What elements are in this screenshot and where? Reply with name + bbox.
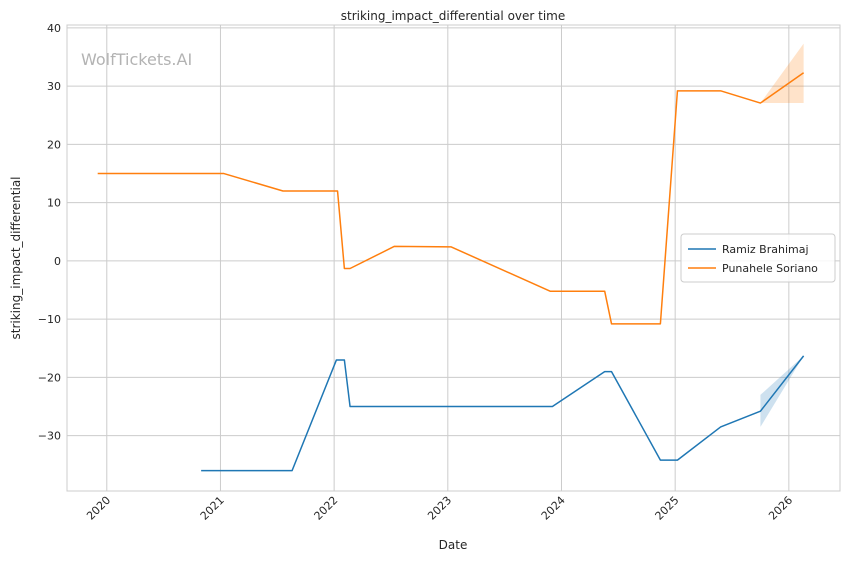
- legend-label-ramiz-brahimaj: Ramiz Brahimaj: [722, 243, 809, 256]
- x-tick-label: 2023: [425, 494, 454, 523]
- legend: Ramiz Brahimaj Punahele Soriano: [680, 233, 836, 283]
- x-axis-title: Date: [439, 538, 468, 552]
- watermark: WolfTickets.AI: [81, 50, 192, 69]
- y-tick-label: 10: [47, 197, 61, 210]
- y-axis-ticks: −30 −20 −10 0 10 20 30 40: [38, 22, 61, 443]
- legend-label-punahele-soriano: Punahele Soriano: [722, 262, 818, 275]
- y-axis-title: striking_impact_differential: [9, 176, 23, 339]
- confidence-bands: [760, 43, 804, 427]
- x-tick-label: 2026: [766, 494, 795, 523]
- x-tick-label: 2025: [653, 494, 682, 523]
- confidence-band-punahele-soriano: [760, 43, 804, 104]
- y-tick-label: −10: [38, 313, 61, 326]
- y-tick-label: 40: [47, 22, 61, 35]
- series-line-punahele-soriano: [97, 72, 805, 325]
- y-tick-label: 20: [47, 138, 61, 151]
- x-tick-label: 2024: [539, 494, 568, 523]
- x-axis-ticks: 2020 2021 2022 2023 2024 2025 2026: [84, 494, 795, 523]
- x-tick-label: 2021: [198, 494, 227, 523]
- legend-box: [680, 233, 836, 283]
- series-line-ramiz-brahimaj: [201, 355, 805, 472]
- y-tick-label: 30: [47, 80, 61, 93]
- y-tick-label: −20: [38, 371, 61, 384]
- grid-lines: [67, 25, 840, 491]
- series-lines: [97, 72, 805, 472]
- x-tick-label: 2020: [84, 494, 113, 523]
- x-tick-label: 2022: [312, 494, 341, 523]
- chart-title: striking_impact_differential over time: [341, 9, 566, 23]
- y-tick-label: −30: [38, 430, 61, 443]
- y-tick-label: 0: [54, 255, 61, 268]
- confidence-band-ramiz-brahimaj: [760, 355, 804, 427]
